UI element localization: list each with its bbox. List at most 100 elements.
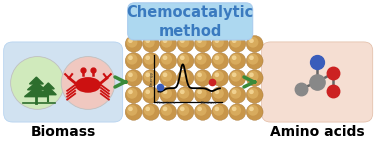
Circle shape	[180, 106, 185, 111]
Circle shape	[127, 54, 138, 65]
Circle shape	[194, 87, 211, 103]
Circle shape	[232, 38, 237, 43]
Circle shape	[146, 38, 150, 43]
Circle shape	[249, 106, 254, 111]
Circle shape	[213, 71, 224, 82]
Circle shape	[246, 87, 263, 103]
Circle shape	[161, 71, 172, 82]
Text: Chemocatalytic
method: Chemocatalytic method	[127, 5, 254, 39]
Circle shape	[163, 38, 167, 43]
Circle shape	[249, 90, 254, 94]
Circle shape	[230, 71, 241, 82]
Circle shape	[197, 38, 202, 43]
Circle shape	[249, 38, 254, 43]
Circle shape	[196, 37, 207, 48]
Circle shape	[232, 90, 237, 94]
Circle shape	[194, 36, 211, 52]
Circle shape	[146, 90, 150, 94]
Circle shape	[213, 88, 224, 99]
Circle shape	[214, 90, 219, 94]
Text: Reactant: Reactant	[156, 101, 176, 104]
Circle shape	[125, 70, 142, 86]
Circle shape	[128, 55, 133, 60]
Circle shape	[230, 54, 241, 65]
Polygon shape	[42, 83, 54, 89]
Circle shape	[249, 55, 254, 60]
Circle shape	[146, 55, 150, 60]
Circle shape	[177, 104, 194, 120]
Circle shape	[248, 88, 259, 99]
Circle shape	[232, 106, 237, 111]
Circle shape	[11, 57, 64, 109]
Circle shape	[180, 38, 185, 43]
Circle shape	[143, 104, 160, 120]
Circle shape	[180, 72, 185, 77]
Circle shape	[125, 53, 142, 69]
Circle shape	[163, 55, 167, 60]
Circle shape	[178, 54, 189, 65]
Circle shape	[160, 53, 177, 69]
Circle shape	[246, 36, 263, 52]
Polygon shape	[28, 82, 45, 90]
Circle shape	[246, 70, 263, 86]
Circle shape	[177, 87, 194, 103]
Circle shape	[213, 54, 224, 65]
Circle shape	[232, 55, 237, 60]
Circle shape	[61, 57, 115, 109]
Circle shape	[212, 104, 229, 120]
Circle shape	[144, 105, 155, 116]
Circle shape	[194, 104, 211, 120]
Circle shape	[127, 37, 138, 48]
Circle shape	[197, 55, 202, 60]
Circle shape	[144, 54, 155, 65]
Text: Product: Product	[200, 101, 217, 104]
Circle shape	[160, 87, 177, 103]
Circle shape	[230, 37, 241, 48]
Circle shape	[177, 70, 194, 86]
Circle shape	[230, 105, 241, 116]
Circle shape	[127, 71, 138, 82]
Circle shape	[163, 90, 167, 94]
Circle shape	[143, 53, 160, 69]
Circle shape	[246, 53, 263, 69]
Circle shape	[248, 71, 259, 82]
Circle shape	[146, 106, 150, 111]
FancyBboxPatch shape	[262, 42, 373, 122]
Circle shape	[125, 104, 142, 120]
Circle shape	[143, 87, 160, 103]
Circle shape	[213, 105, 224, 116]
Circle shape	[212, 87, 229, 103]
Circle shape	[229, 87, 246, 103]
Circle shape	[197, 90, 202, 94]
Circle shape	[178, 71, 189, 82]
Circle shape	[194, 70, 211, 86]
Circle shape	[196, 88, 207, 99]
Polygon shape	[29, 77, 43, 84]
Circle shape	[161, 88, 172, 99]
Circle shape	[161, 105, 172, 116]
Circle shape	[197, 106, 202, 111]
Circle shape	[177, 53, 194, 69]
Circle shape	[194, 53, 211, 69]
Circle shape	[197, 72, 202, 77]
Text: Amino acids: Amino acids	[270, 125, 364, 139]
Circle shape	[213, 37, 224, 48]
Polygon shape	[25, 87, 48, 97]
Circle shape	[249, 72, 254, 77]
Circle shape	[143, 36, 160, 52]
Ellipse shape	[75, 77, 101, 93]
Circle shape	[125, 87, 142, 103]
Circle shape	[248, 37, 259, 48]
Circle shape	[229, 70, 246, 86]
Circle shape	[144, 71, 155, 82]
Circle shape	[232, 72, 237, 77]
Text: Energy: Energy	[149, 70, 153, 86]
Circle shape	[143, 70, 160, 86]
Circle shape	[161, 54, 172, 65]
Circle shape	[163, 72, 167, 77]
Circle shape	[178, 105, 189, 116]
Circle shape	[177, 36, 194, 52]
Circle shape	[212, 53, 229, 69]
Circle shape	[161, 37, 172, 48]
Circle shape	[196, 71, 207, 82]
